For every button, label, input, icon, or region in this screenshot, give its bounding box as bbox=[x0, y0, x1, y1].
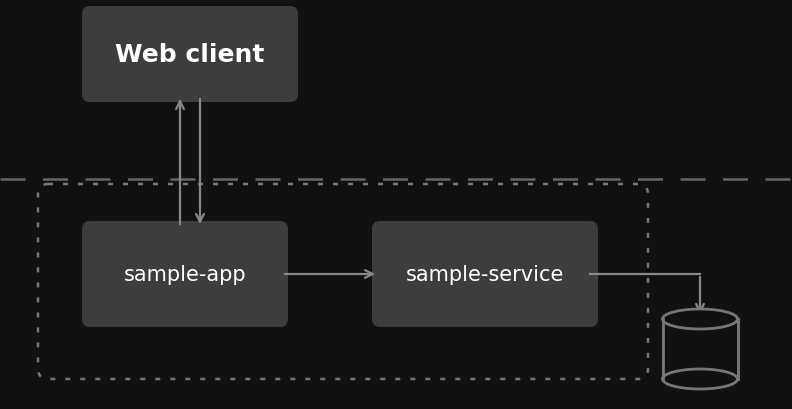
Text: sample-service: sample-service bbox=[406, 264, 564, 284]
Ellipse shape bbox=[662, 369, 737, 389]
FancyBboxPatch shape bbox=[82, 7, 298, 103]
FancyBboxPatch shape bbox=[82, 221, 288, 327]
Bar bbox=[662, 319, 737, 379]
Text: sample-app: sample-app bbox=[124, 264, 246, 284]
Bar bbox=[664, 319, 737, 379]
Text: Web client: Web client bbox=[116, 43, 265, 67]
FancyBboxPatch shape bbox=[372, 221, 598, 327]
Ellipse shape bbox=[662, 309, 737, 329]
